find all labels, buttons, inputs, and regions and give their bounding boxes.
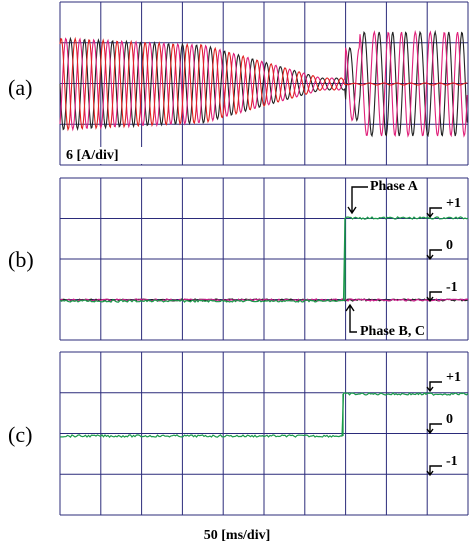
level-label: 0 [446, 238, 453, 253]
level-label: +1 [446, 370, 461, 385]
level-arrow [426, 249, 442, 261]
panel-label: (c) [8, 422, 32, 447]
annotation-arrow [347, 186, 368, 215]
panel-label: (b) [8, 247, 34, 272]
waveform [59, 36, 468, 132]
waveform [59, 29, 468, 138]
level-label: +1 [446, 196, 461, 211]
annotation: Phase A [370, 179, 419, 194]
level-arrow [426, 423, 442, 435]
waveform [59, 391, 469, 438]
waveform [59, 29, 468, 138]
scale-label: 6 [A/div] [66, 148, 119, 163]
level-arrow [426, 207, 442, 219]
level-label: -1 [446, 280, 458, 295]
level-arrow [426, 381, 442, 393]
annotation: Phase B, C [360, 324, 425, 339]
x-axis-label: 50 [ms/div] [204, 528, 271, 543]
waveform [59, 216, 469, 303]
panel-label: (a) [8, 75, 32, 100]
annotation-arrow [345, 303, 357, 333]
level-label: -1 [446, 454, 458, 469]
level-label: 0 [446, 412, 453, 427]
level-arrow [426, 291, 442, 303]
scale-box [61, 147, 163, 164]
waveform [59, 298, 469, 302]
level-arrow [426, 465, 442, 477]
